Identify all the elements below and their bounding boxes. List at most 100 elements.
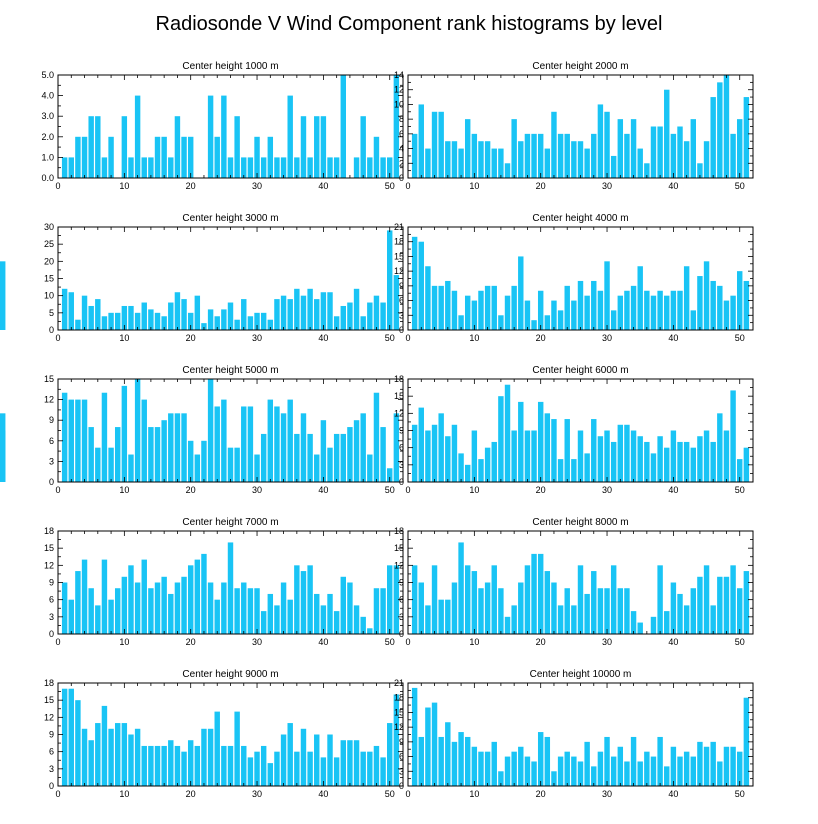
histogram-bar — [207, 379, 214, 482]
histogram-bar — [591, 280, 597, 330]
histogram-bar — [134, 582, 141, 634]
histogram-bar — [108, 447, 114, 482]
histogram-bar — [504, 295, 511, 330]
histogram-bar — [75, 700, 81, 786]
histogram-bar — [743, 571, 750, 634]
histogram-bar — [393, 565, 400, 634]
histogram-bar — [597, 751, 604, 786]
y-tick-label: 18 — [394, 374, 404, 384]
histogram-bar — [154, 312, 161, 330]
histogram-bar — [207, 309, 214, 330]
histogram-bar — [81, 295, 88, 330]
histogram-bar — [141, 157, 147, 178]
histogram-bar — [141, 559, 147, 634]
histogram-bar — [657, 736, 663, 786]
histogram-bar — [367, 628, 373, 634]
y-tick-label: 20 — [44, 256, 54, 266]
histogram-bar — [327, 292, 333, 330]
histogram-bar — [697, 741, 703, 786]
histogram-bar — [411, 133, 418, 178]
histogram-bar — [544, 413, 551, 482]
x-tick-label: 20 — [186, 333, 196, 343]
histogram-bar — [101, 392, 108, 482]
x-tick-label: 0 — [55, 789, 60, 799]
histogram-bar — [121, 116, 128, 178]
histogram-bar — [710, 441, 716, 482]
histogram-bar — [287, 399, 293, 482]
y-tick-label: 0 — [399, 173, 404, 183]
histogram-bar — [353, 605, 360, 634]
histogram-bar — [347, 302, 353, 330]
histogram-bar — [340, 75, 346, 178]
histogram-bar — [393, 75, 400, 178]
histogram-bar — [294, 565, 300, 634]
histogram-bar — [464, 119, 471, 178]
histogram-bar — [128, 734, 134, 786]
histogram-bar — [360, 316, 366, 330]
histogram-bar — [194, 295, 201, 330]
histogram-bar — [438, 599, 444, 634]
histogram-bar — [181, 299, 187, 330]
histogram-bar — [531, 320, 537, 330]
y-tick-label: 0 — [399, 781, 404, 791]
x-tick-label: 30 — [252, 485, 262, 495]
histogram-bar — [564, 133, 570, 178]
histogram-bar — [247, 157, 254, 178]
histogram-bar — [101, 559, 108, 634]
histogram-bar — [478, 459, 484, 482]
histogram-bar — [471, 746, 478, 786]
histogram-bar — [670, 746, 677, 786]
histogram-bar — [387, 157, 393, 178]
histogram-bar — [683, 441, 690, 482]
x-tick-label: 0 — [405, 637, 410, 647]
histogram-panel: Center height 7000 m0 10 20 30 40 50036912151… — [44, 517, 404, 647]
y-tick-label: 6 — [399, 752, 404, 762]
histogram-bar — [624, 588, 630, 634]
histogram-bar — [161, 745, 167, 786]
histogram-bar — [227, 157, 234, 178]
figure-title: Radiosonde V Wind Component rank histogr… — [156, 13, 663, 35]
histogram-bar — [650, 453, 657, 482]
histogram-bar — [551, 111, 557, 178]
histogram-bar — [577, 141, 584, 178]
histogram-bar — [134, 379, 141, 482]
histogram-bar — [114, 588, 121, 634]
histogram-bar — [347, 582, 353, 634]
histogram-bar — [690, 119, 696, 178]
histogram-bar — [241, 299, 247, 330]
histogram-bar — [458, 148, 464, 178]
histogram-bar — [518, 401, 524, 482]
histogram-bar — [604, 261, 610, 330]
histogram-bar — [471, 300, 478, 330]
histogram-bar — [214, 136, 220, 178]
histogram-bar — [201, 323, 207, 330]
histogram-bar — [254, 136, 260, 178]
histogram-bar — [723, 576, 730, 634]
histogram-bar — [504, 384, 511, 482]
y-tick-label: 12 — [394, 408, 404, 418]
x-tick-label: 0 — [55, 181, 60, 191]
histogram-bar — [630, 430, 637, 482]
panel-title: Center height 6000 m — [532, 365, 628, 376]
histogram-bar — [491, 565, 497, 634]
histogram-bar — [181, 136, 187, 178]
histogram-bar — [610, 565, 617, 634]
histogram-bar — [121, 305, 128, 330]
x-tick-label: 0 — [55, 333, 60, 343]
x-tick-label: 50 — [385, 789, 395, 799]
histogram-bar — [551, 582, 557, 634]
histogram-bar — [380, 157, 386, 178]
histogram-bar — [710, 97, 716, 178]
histogram-bar — [617, 295, 624, 330]
histogram-bar — [584, 741, 590, 786]
histogram-bar — [498, 148, 504, 178]
histogram-bar — [743, 280, 750, 330]
histogram-bar — [644, 163, 650, 178]
x-tick-label: 10 — [119, 637, 129, 647]
histogram-bar — [617, 119, 624, 178]
panel-title: Center height 1000 m — [182, 61, 278, 72]
histogram-bar — [168, 413, 174, 482]
x-tick-label: 50 — [385, 637, 395, 647]
histogram-bar — [591, 419, 597, 482]
x-tick-label: 20 — [186, 637, 196, 647]
